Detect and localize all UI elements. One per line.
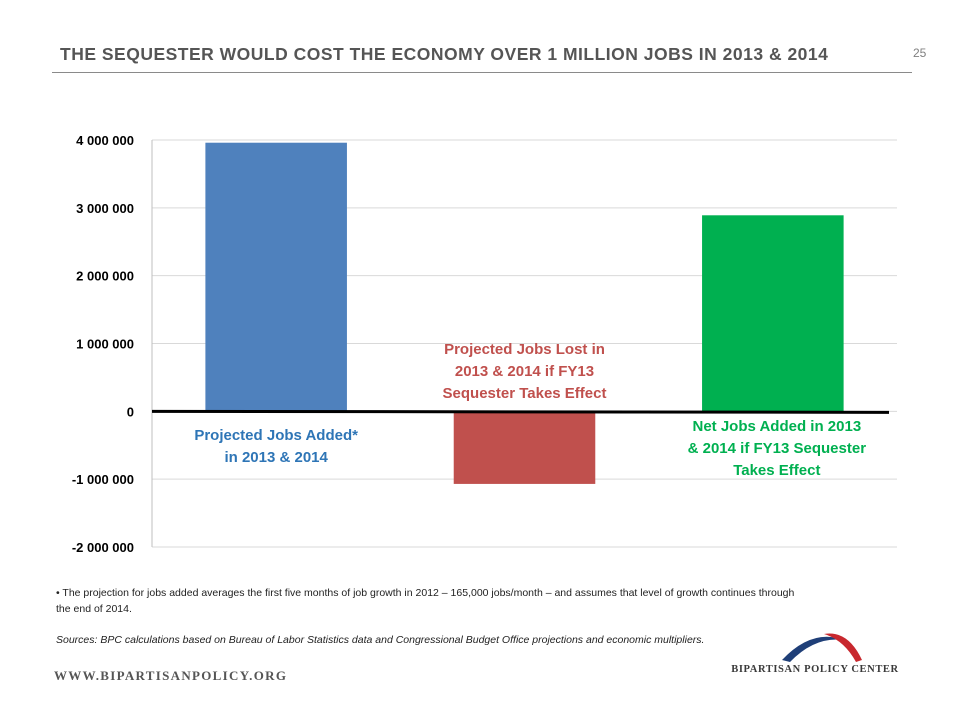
y-tick-label: 1 000 000	[76, 337, 134, 352]
y-tick-label: -1 000 000	[72, 472, 134, 487]
logo-arc-red	[824, 633, 862, 662]
page-number: 25	[913, 46, 927, 60]
bpc-logo-icon	[782, 633, 862, 662]
y-tick-label: 2 000 000	[76, 269, 134, 284]
axes: 4 000 000 3 000 000 2 000 000 1 000 000 0 -1 …	[72, 133, 890, 555]
footnote: • The projection for jobs added averages…	[56, 587, 795, 615]
bar-2	[453, 411, 596, 484]
y-tick-label: 3 000 000	[76, 201, 134, 216]
y-tick-label: 4 000 000	[76, 133, 134, 148]
logo-text: BIPARTISAN POLICY CENTER	[731, 664, 899, 675]
category-label-1: Projected Jobs Added* in 2013 & 2014	[194, 427, 358, 466]
bar-chart: 4 000 000 3 000 000 2 000 000 1 000 000 0 -1 …	[72, 133, 897, 555]
category-labels: Projected Jobs Added* in 2013 & 2014 Proje…	[194, 341, 866, 479]
website-link[interactable]: WWW.BIPARTISANPOLICY.ORG	[54, 668, 288, 683]
category-label-2: Projected Jobs Lost in 2013 & 2014 if FY1…	[443, 341, 607, 402]
footnote-text: The projection for jobs added averages t…	[56, 587, 795, 615]
bars	[205, 142, 844, 484]
y-tick-label: 0	[127, 404, 134, 419]
logo-arc-blue	[782, 636, 844, 662]
bar-3	[702, 215, 844, 412]
zero-baseline	[151, 409, 890, 414]
slide-title: THE SEQUESTER WOULD COST THE ECONOMY OVE…	[60, 44, 829, 64]
category-label-3: Net Jobs Added in 2013 & 2014 if FY13 Seq…	[688, 418, 867, 479]
title-divider	[52, 72, 912, 73]
y-tick-label: -2 000 000	[72, 540, 134, 555]
bar-1	[205, 142, 347, 412]
sources-note: Sources: BPC calculations based on Burea…	[56, 634, 705, 646]
